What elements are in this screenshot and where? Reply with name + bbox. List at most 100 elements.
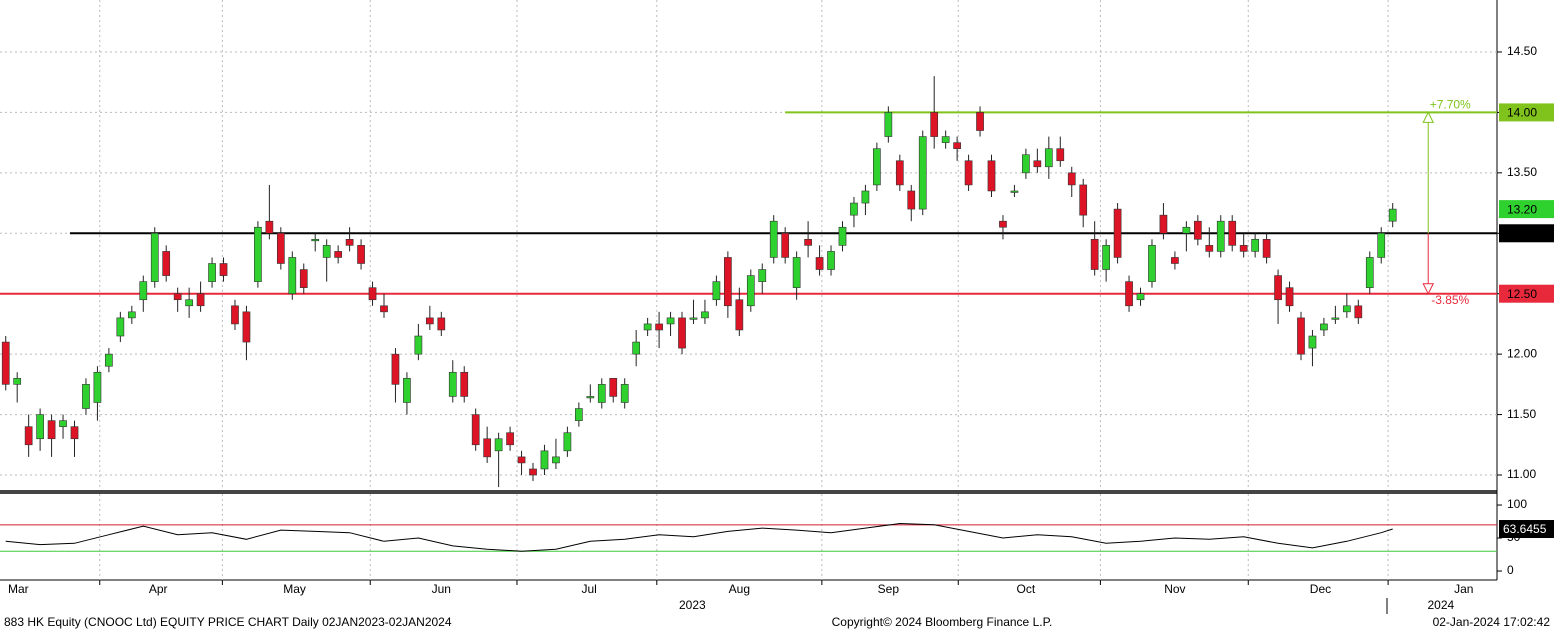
candle-body (1159, 214, 1168, 234)
candle-body (769, 220, 778, 258)
candle-body (1182, 226, 1191, 234)
last-price-label: 13.20 (1507, 202, 1537, 216)
candle-body (173, 293, 182, 301)
x-tick-label: Jan (1454, 582, 1473, 596)
candle-body (1320, 323, 1328, 331)
candle-body (334, 251, 342, 258)
candle-body (105, 353, 113, 367)
candle-body (609, 378, 618, 397)
x-tick-label: Dec (1310, 582, 1331, 596)
candle-body (1365, 257, 1374, 288)
candle-body (575, 408, 583, 421)
candle-body (59, 420, 67, 427)
candle-body (815, 257, 824, 270)
rsi-last-label: 63.6455 (1503, 522, 1547, 536)
candle-body (964, 160, 973, 186)
candle-body (1010, 190, 1019, 193)
candle-body (1239, 245, 1248, 252)
candle-body (1228, 220, 1237, 246)
candle-body (1377, 232, 1386, 258)
candle-body (380, 305, 388, 313)
candle-body (540, 450, 549, 470)
candle-body (666, 317, 675, 325)
candle-body (414, 335, 423, 355)
x-tick-label: Mar (8, 582, 29, 596)
candle-body (345, 239, 354, 246)
copyright: Copyright© 2024 Bloomberg Finance L.P. (832, 615, 1053, 629)
candle-body (36, 414, 44, 440)
level-box (1499, 103, 1554, 122)
candle-body (655, 323, 663, 331)
candle-body (563, 432, 572, 452)
candle-body (941, 136, 950, 143)
candle-body (208, 263, 216, 282)
annotation-label: -3.85% (1431, 293, 1469, 307)
candle-body (437, 317, 446, 331)
candle-body (471, 414, 480, 446)
candle-body (632, 341, 641, 355)
candle-body (884, 112, 893, 137)
annotation-head (1422, 283, 1435, 295)
candle-body (712, 281, 721, 301)
annotation-label: +7.70% (1430, 98, 1471, 112)
footer-title: 883 HK Equity (CNOOC Ltd) EQUITY PRICE C… (4, 615, 452, 629)
candle-body (1274, 275, 1282, 301)
candle-body (1193, 220, 1202, 240)
candle-body (724, 257, 732, 307)
candle-body (1262, 239, 1271, 258)
candle-body (162, 251, 171, 276)
candle-body (70, 426, 79, 440)
panel-divider (0, 490, 1497, 494)
candle-body (827, 251, 835, 270)
candle-body (529, 468, 537, 476)
year-label: 2023 (679, 598, 706, 612)
candle-body (1354, 305, 1363, 319)
candle-body (850, 202, 858, 216)
candle-body (586, 396, 595, 399)
candle-body (242, 311, 251, 343)
level-box-label: 12.50 (1507, 287, 1537, 301)
candle-body (861, 190, 870, 204)
y-tick-label: 11.00 (1507, 467, 1536, 481)
last-price-box (1499, 200, 1554, 219)
candle-body (196, 293, 205, 307)
candle-body (804, 239, 812, 246)
candle-body (127, 311, 136, 319)
candle-body (930, 112, 939, 137)
candle-body (953, 142, 961, 149)
candle-body (185, 299, 193, 307)
level-box-label: 14.00 (1507, 106, 1537, 120)
y-tick-label: 14.50 (1507, 44, 1537, 58)
candle-body (895, 160, 904, 186)
candle-body (1331, 317, 1340, 320)
candle-body (597, 384, 606, 403)
candle-body (425, 317, 434, 325)
rsi-last-box (1499, 520, 1554, 539)
x-tick-label: Oct (1017, 582, 1036, 596)
candle-body (494, 438, 503, 452)
candle-body (483, 438, 492, 458)
candle-body (1148, 245, 1156, 282)
candle-body (792, 257, 801, 288)
y-tick-label: 13.50 (1507, 165, 1537, 179)
candle-body (1079, 184, 1088, 216)
candle-body (357, 245, 365, 264)
candle-body (150, 232, 159, 282)
candle-body (93, 371, 102, 403)
x-tick-label: Jun (432, 582, 451, 596)
candle-body (1285, 287, 1294, 307)
x-tick-label: Sep (878, 582, 900, 596)
x-tick-label: May (283, 582, 306, 596)
candle-body (506, 432, 514, 446)
candle-body (873, 148, 881, 186)
candle-body (311, 239, 320, 242)
candle-body (758, 269, 767, 282)
candle-body (1090, 239, 1099, 270)
x-tick-label: Jul (581, 582, 596, 596)
candle-body (1342, 305, 1351, 313)
candle-body (299, 269, 308, 288)
x-tick-label: Nov (1164, 582, 1185, 596)
y-tick-label: 11.50 (1507, 407, 1536, 421)
candle-body (254, 226, 262, 282)
